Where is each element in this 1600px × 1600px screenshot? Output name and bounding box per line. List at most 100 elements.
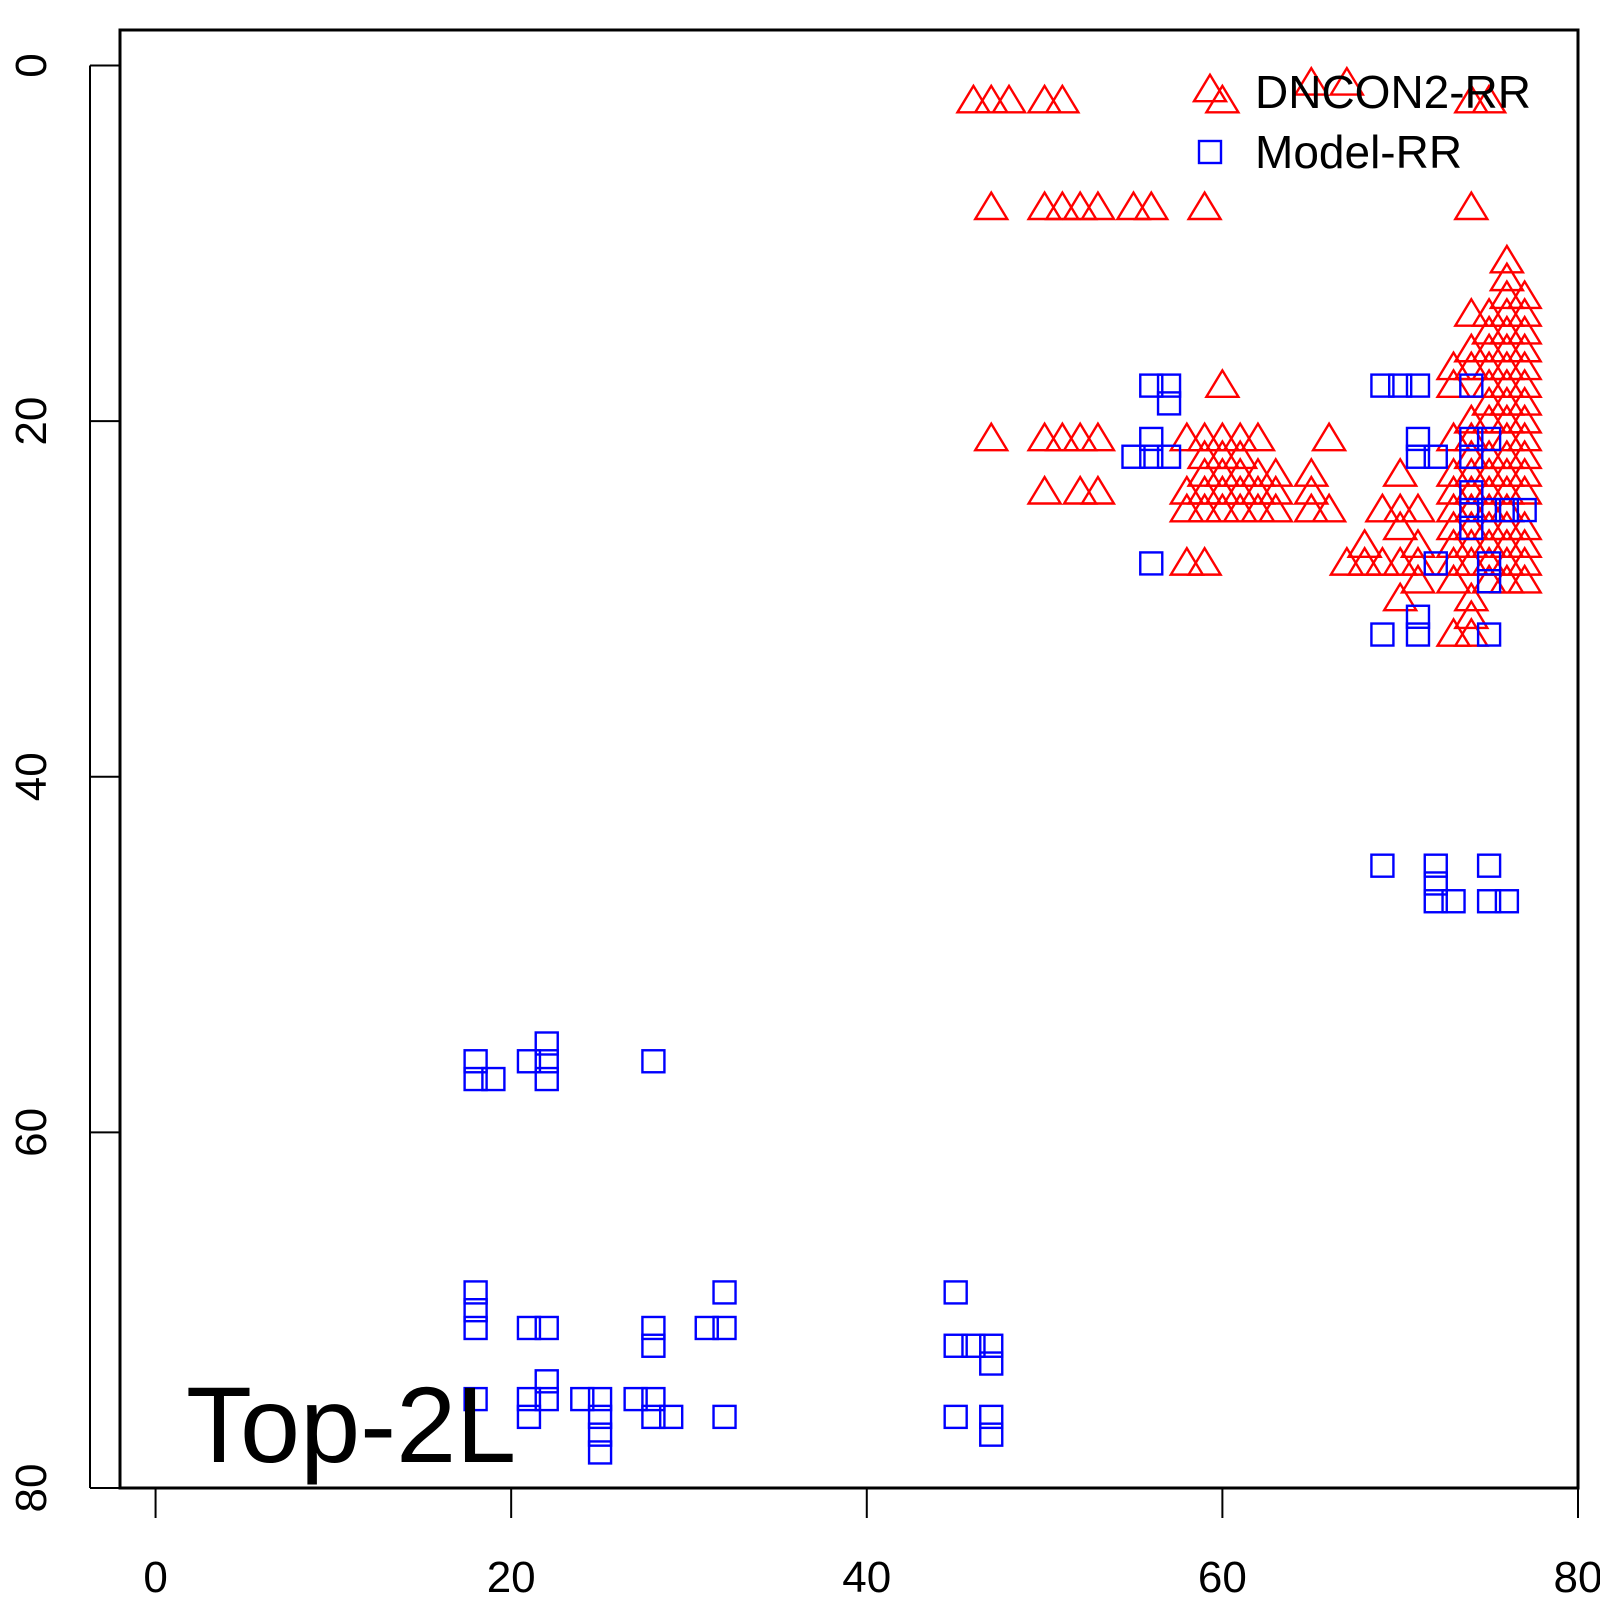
x-tick-label: 60 bbox=[1198, 1553, 1247, 1600]
triangle-point bbox=[1488, 243, 1526, 274]
triangle-point bbox=[1470, 474, 1508, 505]
triangle-point bbox=[1488, 421, 1526, 452]
triangle-point bbox=[1453, 599, 1490, 630]
triangle-point bbox=[1488, 403, 1526, 434]
triangle-point bbox=[1506, 563, 1543, 594]
triangle-point bbox=[1470, 385, 1508, 416]
triangle-point bbox=[1488, 368, 1526, 399]
square-point bbox=[694, 1315, 719, 1341]
triangle-point bbox=[1168, 545, 1205, 576]
triangle-point bbox=[1328, 545, 1365, 576]
triangle-point bbox=[1328, 65, 1365, 96]
square-point bbox=[979, 1333, 1004, 1358]
square-point bbox=[463, 1315, 488, 1341]
plot-annotation: Top-2L bbox=[186, 1364, 516, 1485]
triangle-point bbox=[1239, 492, 1277, 523]
triangle-point bbox=[1204, 83, 1241, 114]
x-tick-label: 20 bbox=[487, 1553, 536, 1600]
square-point bbox=[570, 1386, 595, 1412]
triangle-point bbox=[1079, 421, 1117, 452]
triangle-point bbox=[1488, 261, 1526, 292]
triangle-point bbox=[1506, 421, 1543, 452]
triangle-point bbox=[1435, 563, 1472, 594]
triangle-point bbox=[1453, 350, 1490, 381]
legend-square-icon bbox=[1197, 139, 1223, 165]
square-point bbox=[1459, 426, 1484, 452]
square-point bbox=[1459, 373, 1484, 398]
square-point bbox=[658, 1404, 684, 1430]
y-tick-label: 60 bbox=[7, 1108, 56, 1157]
triangle-point bbox=[1257, 456, 1294, 487]
triangle-point bbox=[1382, 581, 1419, 612]
y-tick-label: 80 bbox=[7, 1464, 56, 1513]
triangle-point bbox=[1435, 617, 1472, 647]
triangle-point bbox=[1488, 350, 1526, 381]
square-point bbox=[1476, 889, 1502, 914]
square-point bbox=[587, 1386, 613, 1412]
triangle-point bbox=[1062, 474, 1099, 505]
triangle-point bbox=[1222, 492, 1259, 523]
triangle-point bbox=[1470, 403, 1508, 434]
triangle-point bbox=[1239, 474, 1277, 505]
triangle-point bbox=[1168, 474, 1205, 505]
triangle-point bbox=[1044, 83, 1081, 114]
series-dncon2-rr bbox=[955, 65, 1543, 647]
triangle-point bbox=[1506, 368, 1543, 399]
square-point bbox=[623, 1386, 648, 1412]
x-tick-label: 40 bbox=[842, 1553, 891, 1600]
triangle-point bbox=[1488, 279, 1526, 310]
triangle-point bbox=[1453, 332, 1490, 363]
square-point bbox=[1423, 444, 1448, 469]
square-point bbox=[1494, 497, 1520, 523]
triangle-point bbox=[1293, 65, 1330, 96]
triangle-point bbox=[1435, 545, 1472, 576]
triangle-point bbox=[1506, 545, 1543, 576]
square-point bbox=[1476, 426, 1502, 452]
triangle-point bbox=[1488, 439, 1526, 470]
square-point bbox=[1405, 426, 1431, 452]
square-point bbox=[534, 1386, 559, 1412]
triangle-point bbox=[973, 83, 1010, 114]
square-point bbox=[516, 1315, 542, 1341]
square-point bbox=[1139, 426, 1164, 452]
square-point bbox=[1423, 853, 1448, 878]
triangle-point bbox=[1488, 563, 1526, 594]
y-tick-label: 40 bbox=[7, 752, 56, 801]
triangle-point bbox=[1133, 190, 1170, 221]
triangle-point bbox=[1168, 492, 1205, 523]
triangle-point bbox=[1488, 545, 1526, 576]
triangle-point bbox=[1399, 563, 1437, 594]
square-point bbox=[1405, 604, 1431, 629]
triangle-point bbox=[1186, 545, 1223, 576]
triangle-point bbox=[1257, 492, 1294, 523]
square-point bbox=[587, 1440, 613, 1465]
triangle-point bbox=[1435, 474, 1472, 505]
triangle-point bbox=[1062, 421, 1099, 452]
triangle-point bbox=[1044, 190, 1081, 221]
axes: 0 20 40 60 80 0 20 40 60 80 bbox=[7, 53, 1600, 1600]
square-point bbox=[1423, 551, 1448, 576]
x-tick-label: 80 bbox=[1554, 1553, 1600, 1600]
triangle-point bbox=[1435, 350, 1472, 381]
triangle-point bbox=[1293, 456, 1330, 487]
square-point bbox=[641, 1386, 666, 1412]
series-model-rr bbox=[463, 373, 1537, 1465]
square-point bbox=[1423, 871, 1448, 896]
square-point bbox=[641, 1315, 666, 1341]
triangle-point bbox=[1470, 510, 1508, 541]
square-point bbox=[712, 1280, 737, 1305]
square-point bbox=[1405, 622, 1431, 647]
triangle-point bbox=[1453, 545, 1490, 576]
square-point bbox=[463, 1280, 488, 1305]
triangle-point bbox=[1470, 83, 1508, 114]
plot-frame bbox=[118, 28, 1580, 1490]
square-point bbox=[1476, 853, 1502, 878]
triangle-point bbox=[973, 421, 1010, 452]
triangle-point bbox=[1026, 190, 1063, 221]
triangle-point bbox=[1435, 368, 1472, 399]
triangle-point bbox=[1364, 492, 1401, 523]
triangle-point bbox=[1506, 528, 1543, 559]
square-point bbox=[979, 1404, 1004, 1430]
square-point bbox=[1476, 622, 1502, 647]
triangle-point bbox=[1488, 474, 1526, 505]
